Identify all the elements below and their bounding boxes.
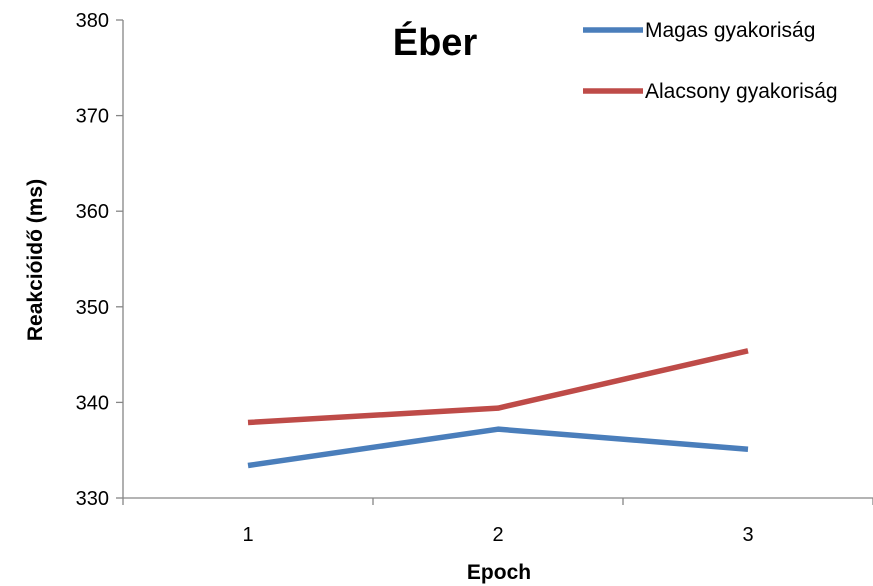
y-axis: 330 340 350 360 370 380 <box>76 10 124 510</box>
y-tick-label: 340 <box>76 392 109 414</box>
x-tick-label: 3 <box>742 524 753 546</box>
x-tick-label: 1 <box>242 524 253 546</box>
y-tick-label: 360 <box>76 201 109 223</box>
y-tick-label: 350 <box>76 297 109 319</box>
legend-label: Alacsony gyakoriság <box>645 80 838 103</box>
series-line-alacsony <box>247 348 749 426</box>
series-layer <box>247 348 749 469</box>
series-line-magas <box>247 426 749 469</box>
y-axis-title: Reakcióidő (ms) <box>24 179 47 341</box>
chart-title: Éber <box>393 20 478 64</box>
y-tick-label: 370 <box>76 106 109 128</box>
x-tick-label: 2 <box>492 524 503 546</box>
x-axis: 1 2 3 <box>122 497 873 546</box>
legend-label: Magas gyakoriság <box>645 19 815 42</box>
legend: Magas gyakoriság Alacsony gyakoriság <box>583 19 838 103</box>
x-axis-title: Epoch <box>467 561 531 584</box>
y-tick-label: 380 <box>76 10 109 32</box>
y-tick-label: 330 <box>76 488 109 510</box>
